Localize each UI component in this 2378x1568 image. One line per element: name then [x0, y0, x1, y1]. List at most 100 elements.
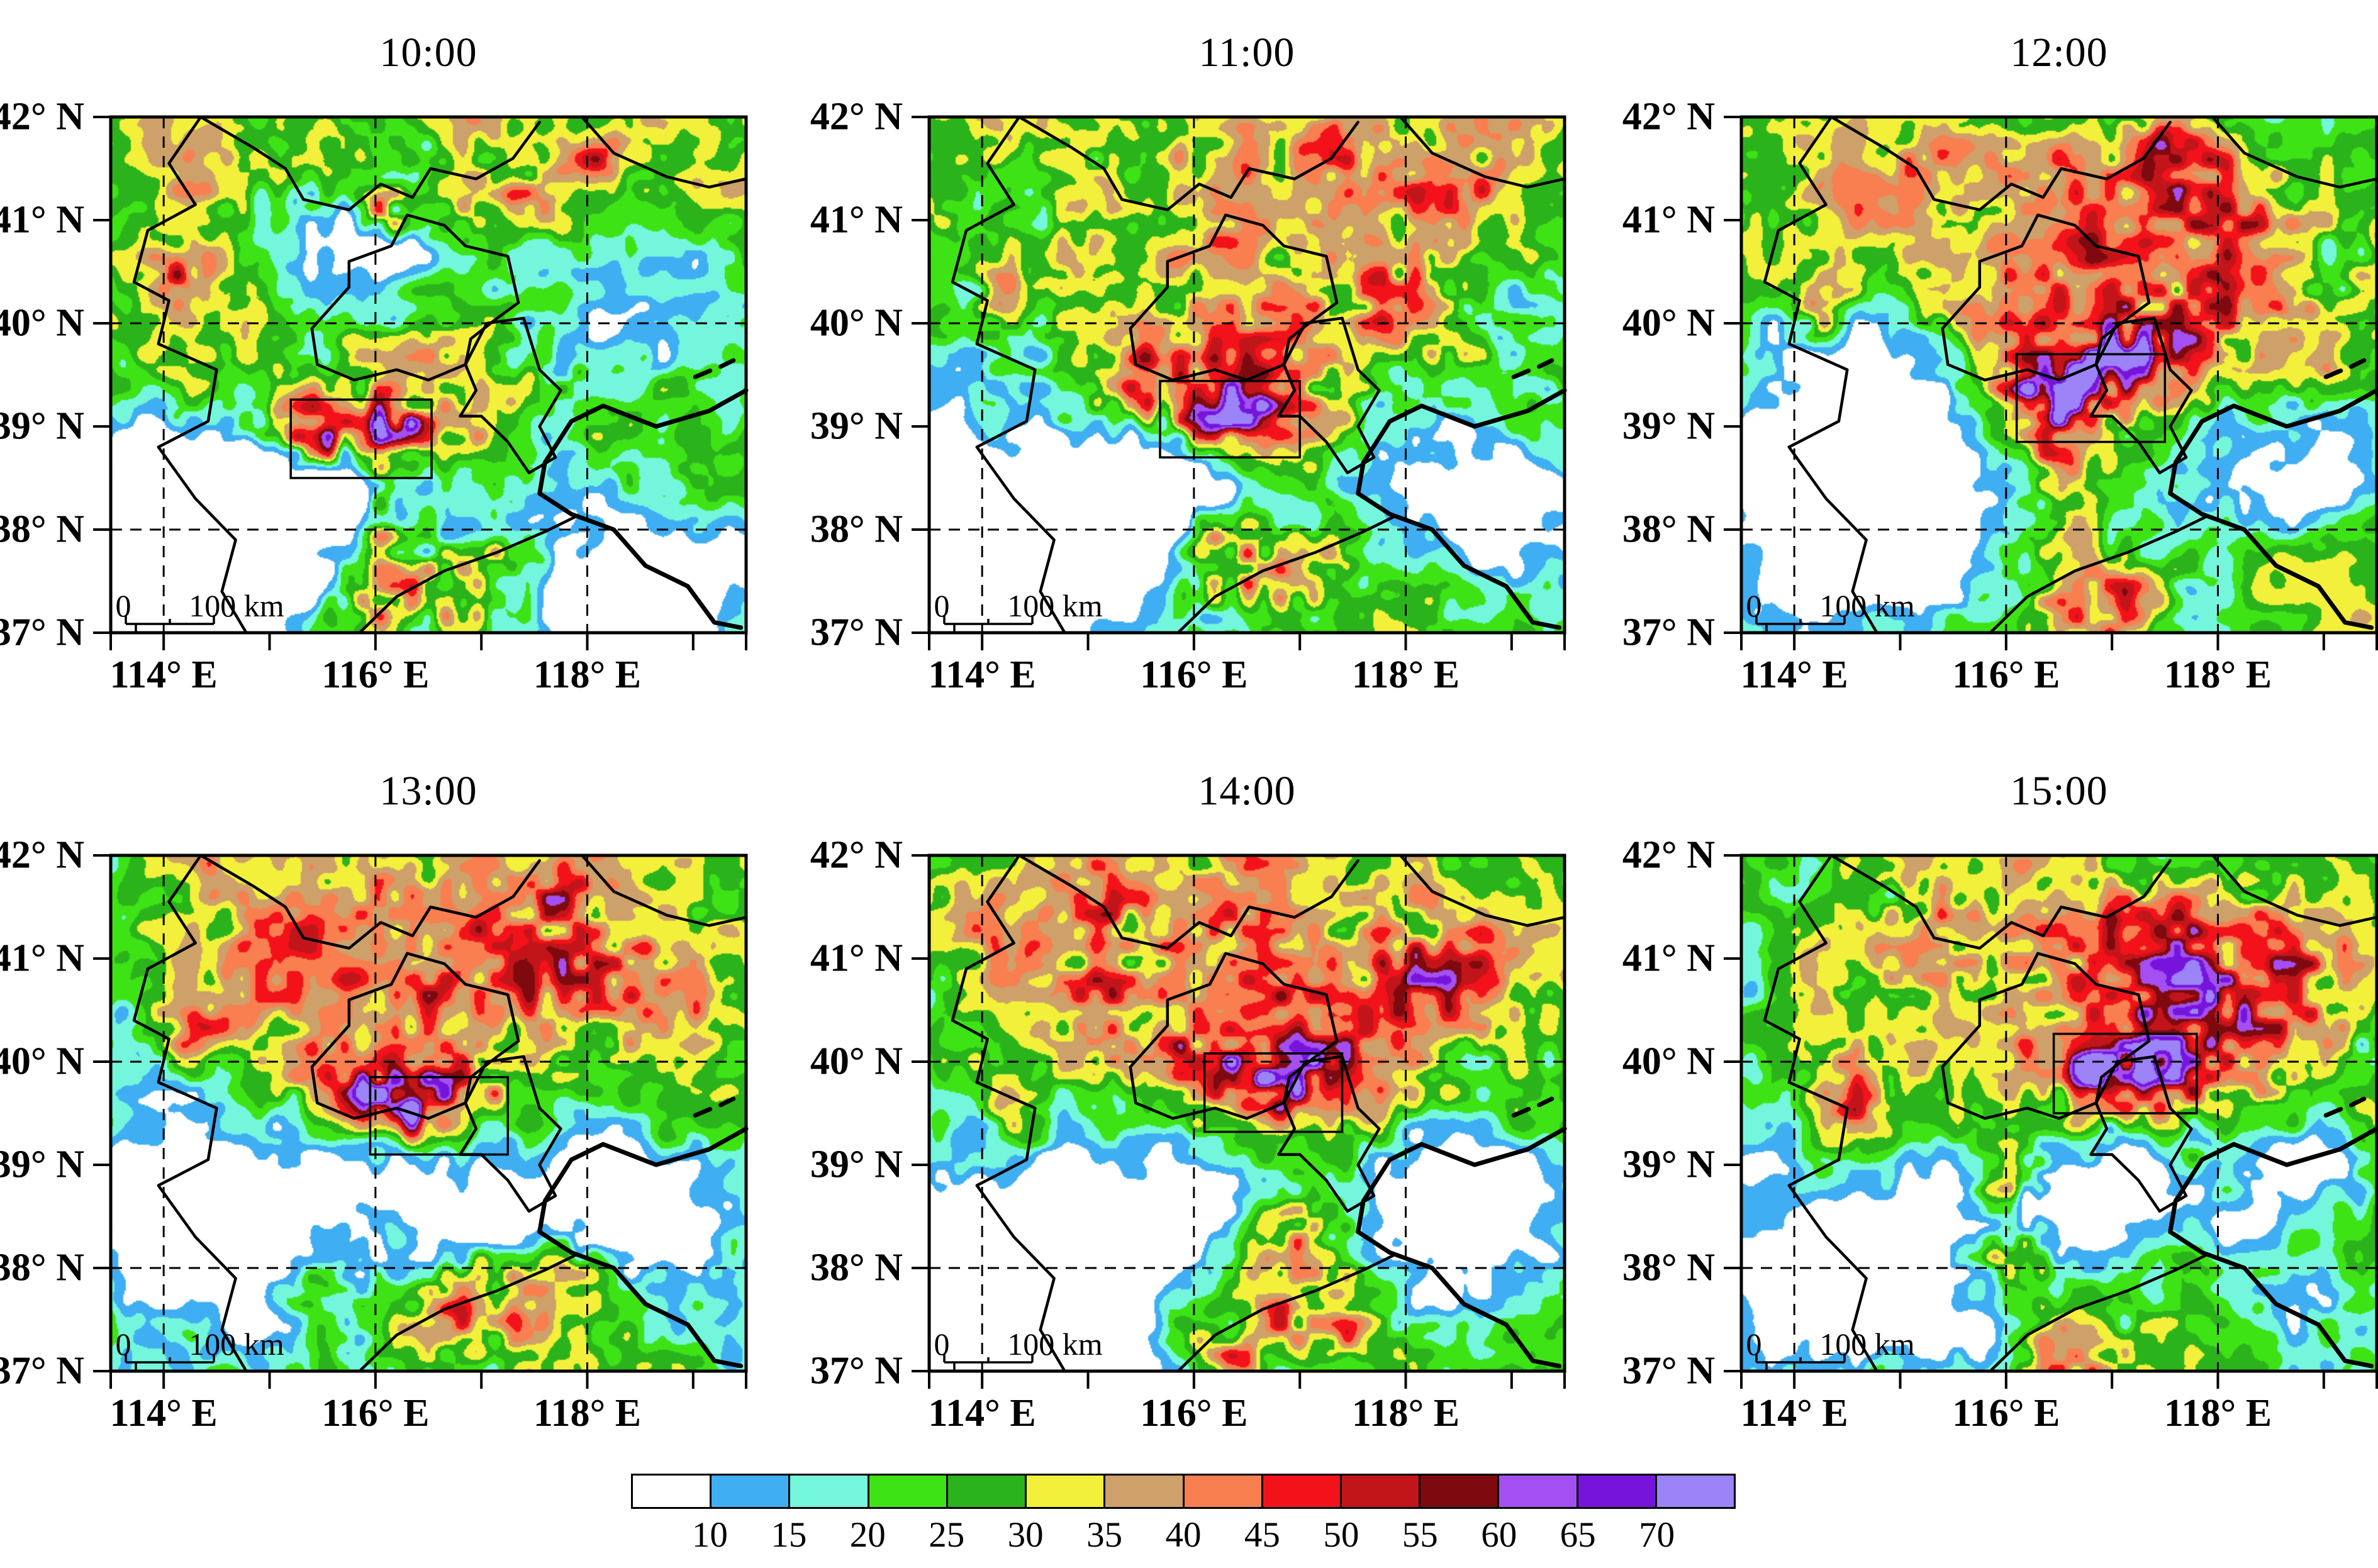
colorbar-label: 65 [1560, 1515, 1596, 1555]
x-tick-label: 114° E [1740, 1392, 1848, 1435]
y-tick-label: 40° N [0, 301, 84, 345]
x-tick-label: 114° E [928, 1392, 1036, 1435]
colorbar-label: 30 [1007, 1515, 1044, 1555]
scale-bar-zero-label: 0 [116, 1326, 131, 1362]
panel-title: 15:00 [2010, 768, 2108, 814]
scale-bar-length-label: 100 km [1007, 1326, 1103, 1362]
colorbar-cell [1497, 1474, 1578, 1509]
y-tick-label: 39° N [1622, 404, 1715, 448]
colorbar-cell [1261, 1474, 1342, 1509]
colorbar-cell [1182, 1474, 1263, 1509]
x-tick-label: 118° E [2163, 1392, 2272, 1435]
colorbar-cell [1419, 1474, 1500, 1509]
colorbar-label: 50 [1323, 1515, 1359, 1555]
y-tick-label: 40° N [1622, 1040, 1715, 1083]
colorbar-cell [1339, 1474, 1421, 1509]
colorbar-cell [1576, 1474, 1657, 1509]
province-boundaries [1763, 115, 2378, 635]
scale-bar-length-label: 100 km [1819, 1326, 1915, 1362]
y-tick-label: 38° N [1622, 508, 1715, 551]
scale-bar-zero-label: 0 [934, 1326, 950, 1362]
axis-ticks [1724, 116, 2378, 650]
scale-bar: 0 100 km [1746, 1326, 1915, 1370]
panel-title: 11:00 [1198, 30, 1295, 75]
colorbar-label: 45 [1244, 1515, 1280, 1555]
province-boundaries [132, 854, 749, 1373]
y-tick-label: 38° N [0, 508, 84, 551]
y-tick-label: 42° N [810, 833, 903, 877]
panel-title: 12:00 [2010, 30, 2108, 75]
map-overlay: 0 100 km [93, 854, 749, 1389]
scale-bar: 0 100 km [116, 588, 284, 631]
axis-ticks [1724, 854, 2378, 1389]
y-tick-label: 40° N [810, 1040, 903, 1083]
axis-ticks [912, 116, 1566, 650]
coastline [537, 1126, 749, 1369]
axis-ticks [93, 854, 747, 1389]
colorbar-label: 70 [1639, 1515, 1675, 1555]
scale-bar-length-label: 100 km [1007, 588, 1103, 623]
colorbar-cell [946, 1474, 1027, 1509]
y-tick-label: 41° N [810, 198, 903, 242]
y-tick-label: 40° N [0, 1040, 84, 1083]
colorbar-cell [631, 1474, 712, 1509]
x-tick-label: 118° E [533, 653, 642, 696]
map-overlay: 0 100 km [1724, 854, 2378, 1389]
scale-bar: 0 100 km [116, 1326, 284, 1370]
province-boundaries [132, 115, 749, 635]
y-tick-label: 38° N [1622, 1246, 1715, 1289]
coastline [537, 388, 749, 630]
coastline [2168, 388, 2378, 630]
scale-bar-length-label: 100 km [189, 588, 284, 623]
colorbar-cell [1025, 1474, 1106, 1509]
colorbar-label: 40 [1165, 1515, 1202, 1555]
scale-bar-zero-label: 0 [116, 588, 131, 623]
x-tick-label: 116° E [1952, 1392, 2060, 1435]
coastline [1356, 1126, 1567, 1369]
x-tick-label: 114° E [109, 1392, 218, 1435]
colorbar-cell [867, 1474, 948, 1509]
analysis-box [2015, 353, 2167, 443]
x-tick-label: 116° E [1952, 653, 2060, 696]
colorbar [631, 1474, 1736, 1509]
plot-frame [109, 854, 748, 1373]
y-tick-label: 38° N [810, 1246, 903, 1289]
scale-bar: 0 100 km [934, 588, 1103, 631]
colorbar-label: 15 [771, 1515, 807, 1555]
colorbar-label: 20 [849, 1515, 886, 1555]
gridlines [929, 117, 1565, 633]
province-boundaries [1763, 854, 2378, 1373]
map-overlay: 0 100 km [912, 854, 1567, 1389]
map-overlay: 0 100 km [93, 115, 749, 650]
coastline [2168, 1126, 2378, 1369]
x-tick-label: 116° E [1140, 653, 1248, 696]
colorbar-label: 55 [1402, 1515, 1438, 1555]
map-panel: 11:00 0 100 km 42° N 41° N 40° N 39° N 38° N 3… [810, 30, 1567, 696]
y-tick-label: 41° N [0, 937, 84, 980]
map-panel: 10:00 0 100 km 42° N 41° N 40° N 39° N 38° N 3… [0, 30, 749, 696]
scale-bar-length-label: 100 km [189, 1326, 284, 1362]
x-tick-label: 114° E [928, 653, 1036, 696]
map-panel: 15:00 0 100 km 42° N 41° N 40° N 39° N 38° N 3… [1622, 768, 2378, 1435]
colorbar-cell [1103, 1474, 1185, 1509]
gridlines [929, 855, 1565, 1371]
analysis-box [289, 398, 433, 479]
scale-bar: 0 100 km [934, 1326, 1103, 1370]
y-tick-label: 39° N [0, 1143, 84, 1186]
scale-bar: 0 100 km [1746, 588, 1915, 631]
y-tick-label: 42° N [1622, 95, 1715, 138]
map-overlay: 0 100 km [1724, 115, 2378, 650]
y-tick-label: 41° N [1622, 198, 1715, 242]
colorbar-cell [788, 1474, 869, 1509]
plot-frame [109, 115, 748, 635]
y-tick-label: 37° N [0, 1349, 84, 1393]
y-tick-label: 42° N [0, 833, 84, 877]
province-boundaries [951, 854, 1567, 1373]
y-tick-label: 38° N [810, 508, 903, 551]
panel-title: 14:00 [1198, 768, 1296, 814]
colorbar-label: 25 [929, 1515, 965, 1555]
y-tick-label: 39° N [0, 404, 84, 448]
plot-frame [1739, 854, 2378, 1373]
colorbar-label: 10 [691, 1515, 728, 1555]
